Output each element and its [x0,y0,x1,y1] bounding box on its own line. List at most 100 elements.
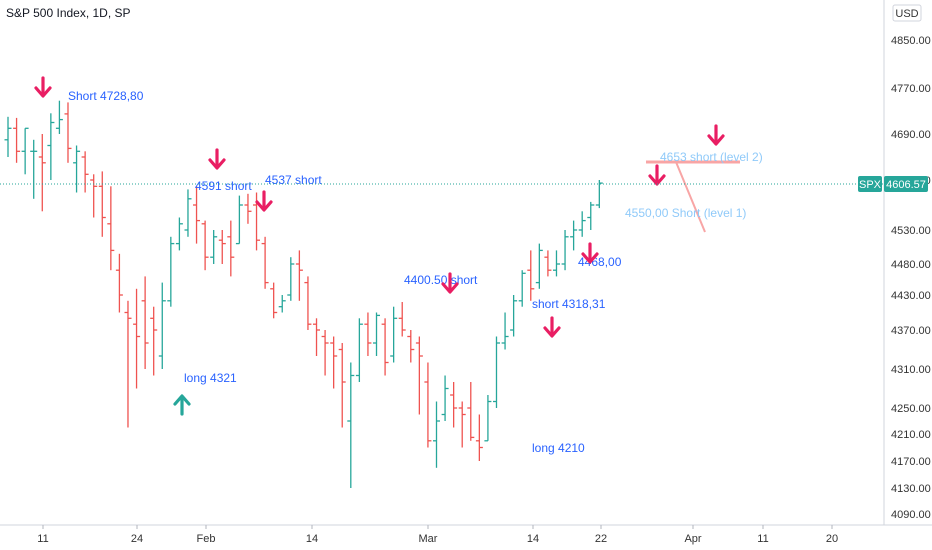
ohlc-bar[interactable] [398,302,406,337]
ohlc-bar[interactable] [13,117,21,163]
ohlc-bar[interactable] [227,220,235,277]
down-arrow-icon[interactable] [34,76,52,98]
ohlc-bar[interactable] [390,306,398,363]
down-arrow-icon[interactable] [543,316,561,338]
ohlc-bar[interactable] [578,211,586,237]
ohlc-bar[interactable] [184,189,192,237]
annotation-label[interactable]: short 4318,31 [532,297,606,311]
ohlc-bar[interactable] [321,330,329,376]
ohlc-bar[interactable] [561,230,569,271]
y-tick-label: 4530.00 [891,225,931,237]
ohlc-bar[interactable] [98,171,106,237]
annotation-label[interactable]: long 4321 [184,371,237,385]
ohlc-bar[interactable] [424,362,432,448]
overlay-layer: Short 4728,80 4591 short 4537 short long 43… [34,76,763,455]
x-tick-label: Apr [684,533,701,545]
ohlc-bar[interactable] [73,145,81,193]
ohlc-bar[interactable] [493,336,500,409]
ohlc-bar[interactable] [295,250,303,301]
ohlc-bar[interactable] [141,276,149,369]
ohlc-bar[interactable] [518,270,526,307]
y-tick-label: 4310.00 [891,364,931,376]
annotation-label[interactable]: Short 4728,80 [68,89,144,103]
ohlc-bar[interactable] [570,220,578,251]
annotation-label[interactable]: 4400.50 short [404,273,478,287]
ohlc-bar[interactable] [347,362,355,489]
trend-line[interactable] [675,161,706,233]
ohlc-bar[interactable] [484,395,492,442]
ohlc-bar[interactable] [287,257,295,301]
up-arrow-icon[interactable] [173,394,191,416]
ohlc-bar[interactable] [407,330,415,363]
ohlc-bar[interactable] [458,401,466,448]
ohlc-bar[interactable] [450,382,458,428]
ohlc-bar[interactable] [544,250,552,277]
ohlc-bar[interactable] [158,282,166,369]
ohlc-bar[interactable] [535,243,543,289]
ohlc-bar[interactable] [330,336,338,389]
ohlc-bar[interactable] [304,276,312,330]
ohlc-bar[interactable] [501,312,509,350]
ohlc-bar[interactable] [364,312,372,357]
ohlc-bar[interactable] [55,100,63,134]
currency-button[interactable] [892,4,922,22]
ohlc-bar[interactable] [175,217,183,251]
ohlc-bar[interactable] [107,186,115,271]
ohlc-bar[interactable] [21,127,29,175]
down-arrow-icon[interactable] [581,242,599,264]
ohlc-bar[interactable] [124,300,132,428]
y-tick-label: 4480.00 [891,259,931,271]
ohlc-bar[interactable] [373,312,380,357]
annotation-label[interactable]: 4591 short [195,179,252,193]
ohlc-bar[interactable] [527,250,535,301]
ohlc-bar[interactable] [4,116,12,157]
annotation-label[interactable]: 4550,00 Short (level 1) [625,206,746,220]
ohlc-bar[interactable] [441,375,449,422]
ohlc-bar[interactable] [244,193,252,224]
ohlc-bar[interactable] [218,230,226,264]
ohlc-bar[interactable] [115,253,123,313]
annotation-label[interactable]: 4653 short (level 2) [660,150,763,164]
down-arrow-icon[interactable] [707,124,725,146]
annotation-label[interactable]: long 4210 [532,441,585,455]
ohlc-bar[interactable] [475,414,483,462]
ohlc-bar[interactable] [150,306,158,376]
ohlc-bar[interactable] [381,318,389,376]
ohlc-bar[interactable] [81,151,89,193]
ohlc-bar[interactable] [595,180,603,209]
down-arrow-icon[interactable] [255,190,273,212]
annotation-label[interactable]: 4537 short [265,173,322,187]
ohlc-bar[interactable] [64,102,72,163]
ohlc-bar[interactable] [270,282,278,319]
ohlc-bar[interactable] [210,230,218,264]
ohlc-bar[interactable] [38,134,46,212]
ohlc-bar[interactable] [47,113,55,180]
x-tick-label: 24 [131,533,143,545]
ohlc-bar[interactable] [355,318,363,382]
y-tick-label: 4850.00 [891,35,931,47]
down-arrow-icon[interactable] [441,272,459,294]
ohlc-bar[interactable] [467,382,475,441]
ohlc-bar[interactable] [553,250,560,277]
y-tick-label: 4170.00 [891,456,931,468]
ohlc-bar[interactable] [433,401,440,468]
ohlc-bar[interactable] [235,195,243,245]
chart-title: S&P 500 Index, 1D, SP [6,6,131,20]
ohlc-bar[interactable] [278,295,286,313]
ohlc-bar[interactable] [90,174,98,218]
down-arrow-icon[interactable] [208,148,226,170]
ohlc-bar[interactable] [338,343,346,428]
ohlc-bar[interactable] [193,186,200,244]
ohlc-bar[interactable] [313,318,320,356]
ohlc-bar[interactable] [167,236,175,307]
ohlc-bar[interactable] [133,288,141,389]
ohlc-bar[interactable] [415,336,423,415]
ohlc-bar[interactable] [261,236,269,289]
ohlc-bar[interactable] [30,139,38,199]
plot-area[interactable] [0,0,884,525]
ohlc-bar[interactable] [587,201,595,230]
ohlc-bar[interactable] [510,295,518,337]
ohlc-bar[interactable] [201,220,209,271]
